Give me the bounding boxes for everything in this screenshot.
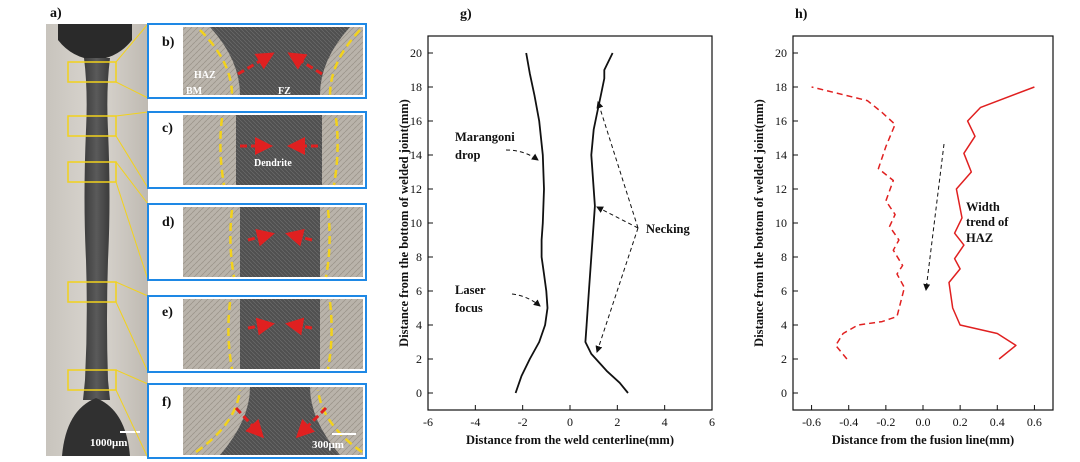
chart-g-ytick-label-0: 0 (416, 386, 422, 400)
annotation-width-trend: Width trend of HAZ (966, 200, 1012, 245)
label-haz: HAZ (194, 70, 216, 81)
arrow-necking-middle (596, 206, 639, 229)
chart-h-ticks: -0.6 -0.4 -0.2 0.0 0.2 0.4 0.6 0 2 4 6 8 10 12 14 16 18 2… (775, 46, 1042, 429)
chart-h-xtick-label-0: -0.6 (802, 415, 821, 429)
connector-lines (115, 23, 149, 459)
chart-h-ylabel: Distance from the bottom of welded joint… (752, 99, 766, 347)
annotation-width-line1: Width (966, 200, 1000, 214)
chart-h-ytick-label-3: 6 (781, 284, 787, 298)
panel-label-d: d) (162, 215, 175, 230)
annotation-necking: Necking (646, 222, 691, 236)
label-dendrite: Dendrite (254, 158, 292, 169)
chart-g-xtick-label-1: -4 (470, 415, 480, 429)
chart-h-ytick-label-1: 2 (781, 352, 787, 366)
region-box-f (67, 369, 117, 391)
panel-label-a: a) (50, 6, 62, 21)
chart-g-xtick-label-0: -6 (423, 415, 433, 429)
chart-g-series-line-0 (514, 52, 549, 394)
region-box-b (67, 61, 117, 83)
chart-g-xtick-label-4: 2 (614, 415, 620, 429)
scale-label-a: 1000μm (90, 437, 127, 449)
micrograph-f: 300μm (147, 383, 367, 459)
chart-h-ytick-label-0: 0 (781, 386, 787, 400)
chart-h-xtick-label-5: 0.4 (990, 415, 1005, 429)
chart-h-xtick-label-6: 0.6 (1027, 415, 1042, 429)
chart-h-ytick-label-10: 20 (775, 46, 787, 60)
chart-g-ytick-label-6: 12 (410, 182, 422, 196)
annotation-laser-line1: Laser (455, 283, 486, 297)
chart-g-ytick-label-7: 14 (410, 148, 422, 162)
annotation-marangoni: Marangoni drop (455, 130, 518, 162)
annotation-laser-focus: Laser focus (455, 283, 488, 315)
arrow-necking-upper (596, 101, 639, 229)
top-weld-bead (58, 24, 132, 60)
chart-h-xtick-label-4: 0.2 (953, 415, 968, 429)
chart-g-ticks: -6 -4 -2 0 2 4 6 0 2 4 6 8 10 12 14 16 18 20 (410, 46, 715, 429)
chart-g-series (514, 52, 629, 394)
fusion-zone-column (83, 58, 110, 400)
chart-h-series (811, 86, 1035, 360)
chart-g-ylabel: Distance from the bottom of welded joint… (397, 99, 411, 347)
chart-g: -6 -4 -2 0 2 4 6 0 2 4 6 8 10 12 14 16 18 20 Distance fro… (397, 35, 715, 447)
chart-g-xtick-label-5: 4 (662, 415, 668, 429)
chart-h-ytick-label-4: 8 (781, 250, 787, 264)
micrograph-c: Dendrite (147, 111, 367, 189)
chart-g-ytick-label-9: 18 (410, 80, 422, 94)
chart-g-xtick-label-2: -2 (518, 415, 528, 429)
chart-g-ytick-label-8: 16 (410, 114, 422, 128)
chart-h-ytick-label-9: 18 (775, 80, 787, 94)
micrograph-d (147, 203, 367, 281)
annotation-width-line2: trend of (966, 215, 1009, 229)
chart-g-ytick-label-1: 2 (416, 352, 422, 366)
chart-g-xtick-label-6: 6 (709, 415, 715, 429)
bottom-weld-bead (62, 398, 130, 456)
chart-h-xlabel: Distance from the fusion line(mm) (832, 433, 1014, 447)
chart-g-ytick-label-10: 20 (410, 46, 422, 60)
chart-h-xtick-label-3: 0.0 (916, 415, 931, 429)
chart-g-ytick-label-5: 10 (410, 216, 422, 230)
micrograph-b: HAZ BM FZ (147, 23, 367, 99)
panel-label-e: e) (162, 305, 173, 320)
arrow-necking-lower (595, 227, 639, 353)
chart-h: -0.6 -0.4 -0.2 0.0 0.2 0.4 0.6 0 2 4 6 8 10 12 14 16 18 2… (752, 35, 1054, 447)
chart-h-xtick-label-2: -0.2 (876, 415, 895, 429)
chart-h-ytick-label-7: 14 (775, 148, 787, 162)
chart-h-series-line-1 (948, 86, 1035, 360)
label-bm: BM (186, 86, 203, 97)
label-fz: FZ (278, 86, 291, 97)
chart-g-xtick-label-3: 0 (567, 415, 573, 429)
chart-h-xtick-label-1: -0.4 (839, 415, 858, 429)
arrow-width-trend (923, 143, 945, 291)
panel-a-macrograph: 1000μm (46, 23, 149, 459)
chart-h-ytick-label-8: 16 (775, 114, 787, 128)
region-box-c (67, 115, 117, 137)
panel-label-g: g) (460, 7, 472, 22)
chart-h-ytick-label-2: 4 (781, 318, 787, 332)
annotation-marangoni-line1: Marangoni (455, 130, 515, 144)
chart-g-ytick-label-4: 8 (416, 250, 422, 264)
panel-label-h: h) (795, 7, 808, 22)
chart-h-ytick-label-6: 12 (775, 182, 787, 196)
annotation-laser-line2: focus (455, 301, 483, 315)
chart-h-ytick-label-5: 10 (775, 216, 787, 230)
chart-g-series-line-1 (584, 52, 629, 394)
chart-g-ytick-label-3: 6 (416, 284, 422, 298)
scale-label-f: 300μm (312, 439, 344, 451)
chart-g-ytick-label-2: 4 (416, 318, 422, 332)
panel-label-c: c) (162, 121, 173, 136)
region-box-d (67, 161, 117, 183)
annotation-width-line3: HAZ (966, 231, 993, 245)
chart-g-xlabel: Distance from the weld centerline(mm) (466, 433, 674, 447)
arrow-laser-focus (511, 293, 541, 307)
chart-h-series-line-0 (811, 86, 906, 360)
panel-label-b: b) (162, 35, 175, 50)
region-box-e (67, 281, 117, 303)
panel-label-f: f) (162, 395, 172, 410)
annotation-marangoni-line2: drop (455, 148, 481, 162)
micrograph-e (147, 295, 367, 373)
arrow-marangoni (505, 149, 539, 161)
